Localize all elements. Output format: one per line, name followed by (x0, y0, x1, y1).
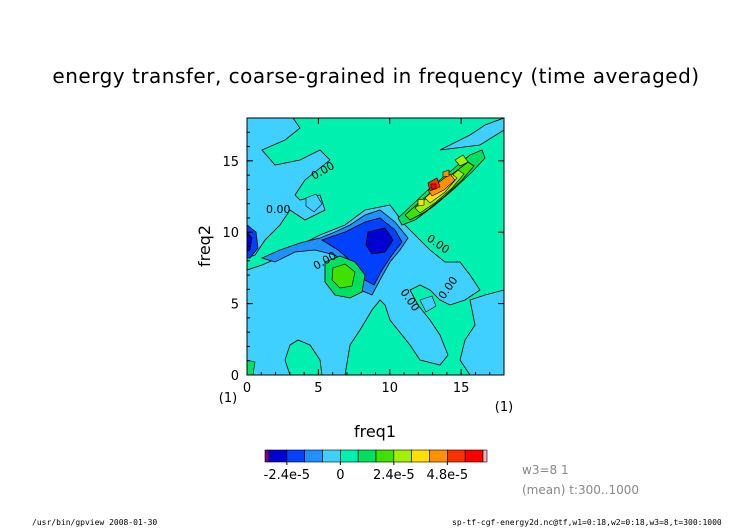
x-axis-label: freq1 (354, 422, 396, 441)
region-island (305, 193, 323, 213)
colorbar-swatch (429, 449, 448, 463)
footer-program: /usr/bin/gpview 2008-01-30 (32, 518, 157, 527)
y-axis-label: freq2 (195, 225, 214, 267)
chart-title: energy transfer, coarse-grained in frequ… (52, 64, 699, 88)
y-axis-unit: (1) (219, 391, 237, 406)
colorbar-tick-label: 4.8e-5 (427, 468, 469, 483)
colorbar-swatch (375, 449, 395, 463)
region-island (419, 295, 437, 313)
colorbar-swatch (340, 449, 359, 463)
x-tick-label: 5 (314, 381, 322, 396)
colorbar-swatch (268, 449, 288, 463)
colorbar-swatch (482, 449, 488, 463)
region-ridge-small-blob (417, 198, 425, 207)
x-axis-unit: (1) (495, 400, 513, 415)
colorbar-tick-label: 2.4e-5 (373, 468, 415, 483)
x-axis: 0 5 10 15 (243, 118, 505, 396)
meta-line-time: (mean) t:300..1000 (522, 483, 639, 497)
region-ridge-small-peak (442, 169, 450, 178)
colorbar-tick-label: -2.4e-5 (264, 468, 310, 483)
colorbar-swatch (464, 449, 484, 463)
colorbar-labels: -2.4e-5 0 2.4e-5 4.8e-5 (264, 462, 468, 483)
contour-label: 0.00 (266, 203, 291, 216)
colorbar-swatch (264, 449, 270, 463)
colorbar-tick-label: 0 (336, 468, 344, 483)
x-tick-label: 0 (243, 381, 251, 396)
region-ridge-orange (427, 173, 456, 197)
meta-line-variable: w3=8 1 (522, 463, 569, 477)
colorbar-swatch (357, 449, 377, 463)
region-ridge-small-island (454, 154, 469, 167)
colorbar-swatch (447, 449, 466, 463)
plot-area: 0.00 0.00 0.00 0.00 0.00 0.00 (246, 117, 505, 376)
colorbar (264, 449, 488, 463)
y-axis: 0 5 10 15 (222, 117, 504, 384)
region-darkest-blue (365, 227, 394, 255)
y-tick-label: 15 (222, 155, 239, 170)
y-tick-label: 10 (222, 226, 239, 241)
region-ridge-peak (430, 183, 437, 190)
x-tick-label: 15 (453, 381, 470, 396)
region-light-blue (246, 117, 331, 259)
footer-source: sp-tf-cgf-energy2d.nc@tf,w1=0:18,w2=0:18… (452, 518, 722, 527)
region-light-green (331, 263, 356, 289)
colorbar-swatch (393, 449, 412, 463)
colorbar-swatch (304, 449, 323, 463)
colorbar-swatch (411, 449, 430, 463)
colorbar-swatch (286, 449, 305, 463)
colorbar-swatch (322, 449, 341, 463)
y-tick-label: 0 (231, 369, 239, 384)
y-tick-label: 5 (231, 298, 239, 313)
x-tick-label: 10 (382, 381, 399, 396)
